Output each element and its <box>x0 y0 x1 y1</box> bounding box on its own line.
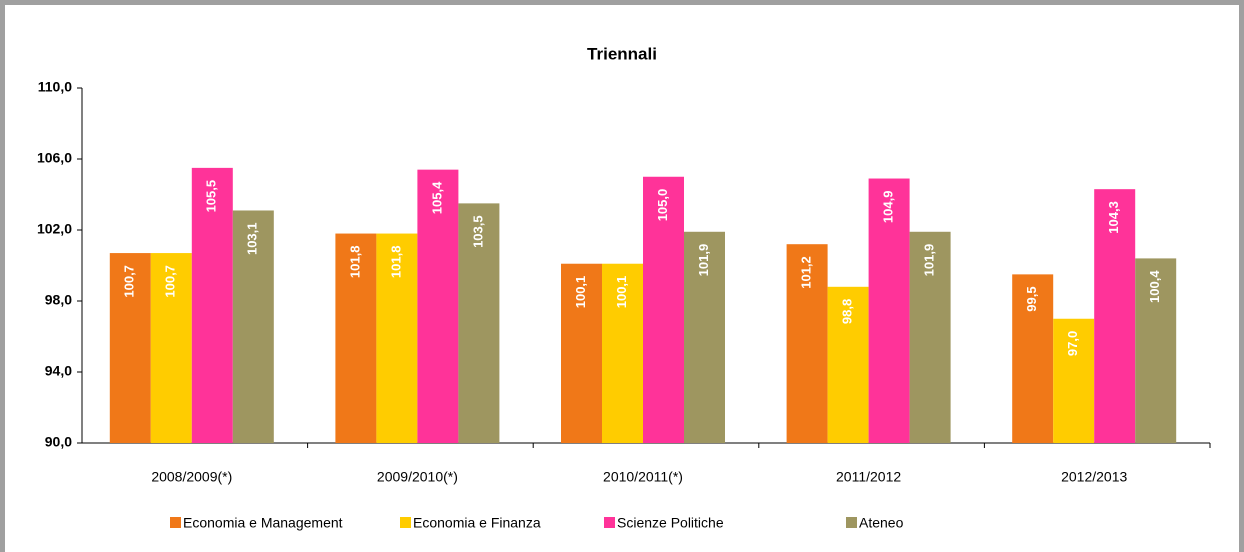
value-label: 101,9 <box>922 244 937 277</box>
value-label: 100,7 <box>122 265 137 298</box>
value-label: 101,9 <box>696 244 711 277</box>
legend-swatch <box>604 517 615 528</box>
value-label: 105,4 <box>429 181 444 214</box>
legend-swatch <box>170 517 181 528</box>
x-tick-label: 2009/2010(*) <box>377 469 458 485</box>
bar <box>335 233 377 443</box>
y-tick-label: 90,0 <box>45 434 72 450</box>
bar <box>827 286 869 443</box>
x-tick-label: 2010/2011(*) <box>603 469 683 485</box>
bar <box>376 233 418 443</box>
value-label: 104,3 <box>1106 201 1121 234</box>
bar <box>191 167 233 443</box>
value-label: 103,5 <box>470 215 485 248</box>
bar <box>868 178 910 443</box>
value-label: 97,0 <box>1065 331 1080 356</box>
bar <box>417 169 459 443</box>
legend-label: Economia e Management <box>183 515 343 531</box>
bar <box>1053 318 1095 443</box>
bar <box>150 253 192 443</box>
value-label: 99,5 <box>1024 286 1039 311</box>
value-label: 101,2 <box>799 256 814 289</box>
bar <box>458 203 500 443</box>
x-tick-label: 2012/2013 <box>1061 469 1127 485</box>
bar <box>643 176 684 443</box>
bar <box>602 263 643 443</box>
x-tick-label: 2008/2009(*) <box>151 469 232 485</box>
y-tick-label: 98,0 <box>45 292 72 308</box>
value-label: 104,9 <box>881 191 896 224</box>
value-label: 100,1 <box>614 276 629 309</box>
legend-swatch <box>400 517 411 528</box>
chart-title: Triennali <box>587 44 657 63</box>
y-tick-label: 94,0 <box>45 363 72 379</box>
value-label: 103,1 <box>245 222 260 255</box>
bar <box>1012 274 1054 443</box>
bar <box>786 244 828 443</box>
legend-swatch <box>846 517 857 528</box>
legend-label: Economia e Finanza <box>413 515 541 531</box>
value-label: 101,8 <box>388 246 403 279</box>
bar <box>684 231 725 443</box>
bar <box>561 263 602 443</box>
legend-label: Ateneo <box>859 515 904 531</box>
value-label: 98,8 <box>840 299 855 324</box>
x-tick-label: 2011/2012 <box>836 469 901 485</box>
bar <box>909 231 951 443</box>
bar <box>1094 189 1136 443</box>
bar <box>109 253 151 443</box>
value-label: 105,0 <box>655 189 670 222</box>
y-tick-label: 102,0 <box>37 221 72 237</box>
bar <box>1135 258 1177 443</box>
bar <box>232 210 274 443</box>
value-label: 100,1 <box>573 276 588 309</box>
value-label: 105,5 <box>204 180 219 213</box>
legend-label: Scienze Politiche <box>617 515 724 531</box>
y-tick-label: 106,0 <box>37 150 72 166</box>
value-label: 100,7 <box>163 265 178 298</box>
y-tick-label: 110,0 <box>38 79 72 95</box>
value-label: 101,8 <box>347 246 362 279</box>
value-label: 100,4 <box>1147 270 1162 303</box>
